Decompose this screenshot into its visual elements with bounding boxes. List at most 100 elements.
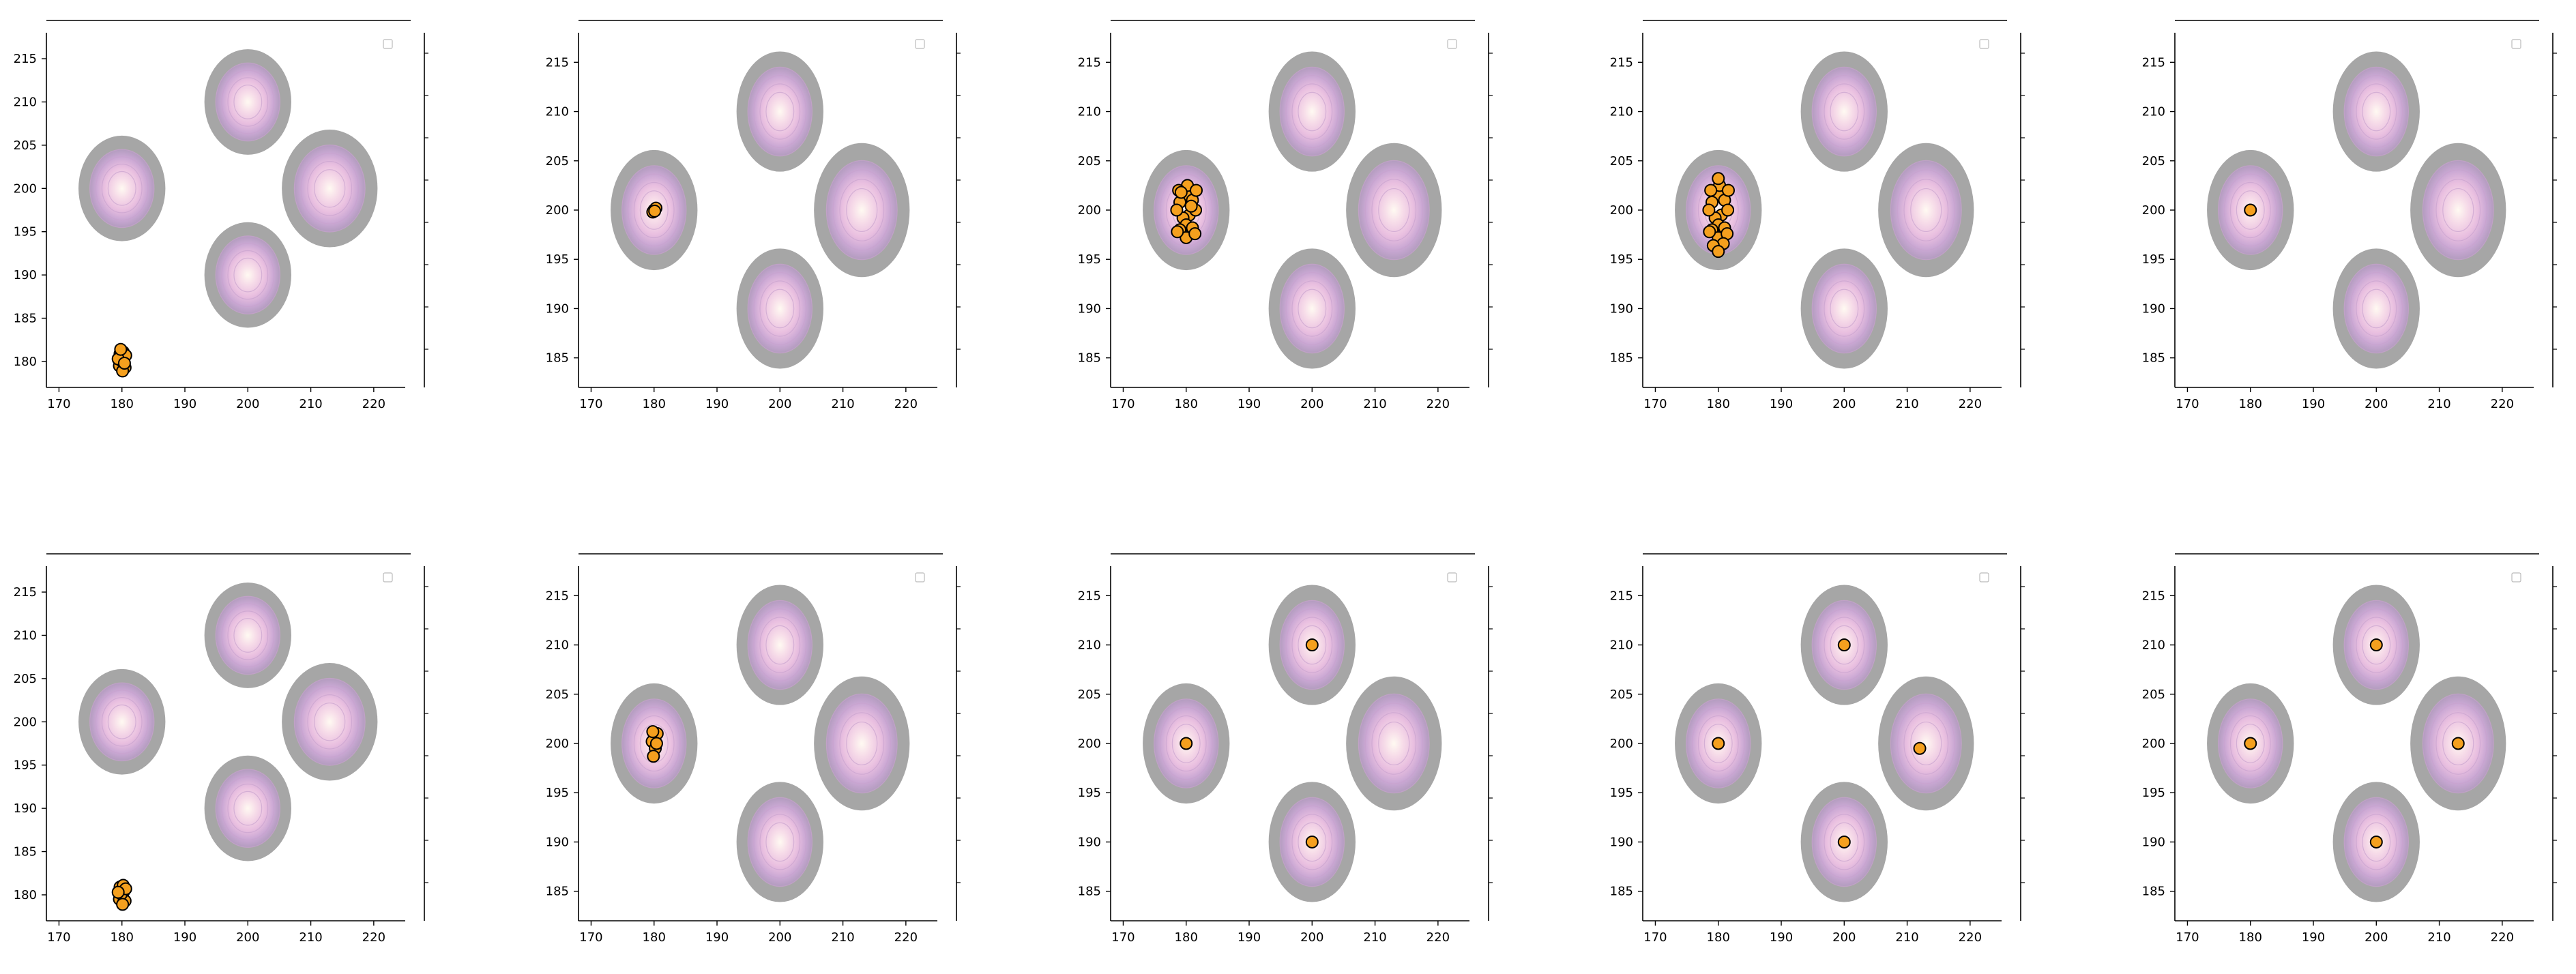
subplot-9: 170 180 190 200 210 220 185 190 195 200 205 210 215 bbox=[1610, 553, 2025, 945]
target-core bbox=[216, 235, 280, 314]
contour-line bbox=[1298, 91, 1327, 132]
contour-line bbox=[1279, 600, 1345, 690]
x-tick-label: 190 bbox=[1770, 930, 1793, 945]
contour-line bbox=[2442, 188, 2474, 233]
agent-point bbox=[1190, 183, 1203, 197]
agent-point bbox=[649, 737, 663, 750]
y-tick-label: 185 bbox=[546, 885, 569, 899]
contour-line bbox=[89, 149, 155, 228]
contour-line bbox=[759, 280, 801, 337]
contour-line bbox=[2429, 169, 2487, 251]
contour-line bbox=[1285, 75, 1339, 149]
y-tick-label: 205 bbox=[14, 672, 37, 686]
target-glow bbox=[204, 222, 291, 328]
contour-line bbox=[753, 805, 807, 879]
contour-line bbox=[639, 190, 669, 230]
subplot-7: 170 180 190 200 210 220 185 190 195 200 205 210 215 bbox=[546, 553, 961, 945]
contour-line bbox=[2350, 805, 2403, 879]
contour-line bbox=[2435, 179, 2481, 241]
x-tick-label: 200 bbox=[2365, 930, 2388, 945]
y-tick-label: 185 bbox=[2142, 885, 2165, 899]
contour-line bbox=[1897, 703, 1955, 784]
x-tick-label: 170 bbox=[1643, 930, 1667, 945]
agent-point bbox=[2244, 203, 2257, 217]
contour-line bbox=[1154, 165, 1219, 255]
x-tick-label: 210 bbox=[299, 397, 322, 411]
y-tick-label: 215 bbox=[546, 55, 569, 70]
contour-line bbox=[2356, 814, 2397, 870]
x-tick-label: 220 bbox=[894, 930, 918, 945]
x-tick-label: 200 bbox=[768, 397, 791, 411]
contour-line bbox=[221, 243, 275, 308]
contour-line bbox=[1279, 66, 1345, 157]
agent-point bbox=[1837, 638, 1851, 652]
y-tick-label: 215 bbox=[1078, 589, 1101, 603]
contour-line bbox=[846, 721, 878, 766]
contour-line bbox=[1279, 263, 1345, 354]
y-tick-label: 200 bbox=[1610, 737, 1633, 751]
contour-line bbox=[633, 181, 675, 239]
agent-point bbox=[647, 750, 660, 763]
contour-line bbox=[1817, 75, 1871, 149]
contour-line bbox=[307, 694, 353, 750]
target-core bbox=[748, 67, 813, 156]
y-tick-label: 200 bbox=[546, 737, 569, 751]
y-tick-label: 215 bbox=[14, 585, 37, 600]
agent-point bbox=[111, 885, 125, 899]
legend-box bbox=[2511, 39, 2521, 49]
agent-point bbox=[1837, 835, 1851, 848]
y-tick-label: 215 bbox=[2142, 589, 2165, 603]
contour-line bbox=[1830, 289, 1859, 329]
y-tick-label: 215 bbox=[2142, 55, 2165, 70]
contour-line bbox=[233, 791, 263, 826]
contour-line bbox=[300, 152, 359, 224]
x-tick-label: 170 bbox=[2176, 397, 2199, 411]
x-tick-label: 210 bbox=[299, 930, 322, 945]
contour-line bbox=[765, 289, 795, 329]
target-glow bbox=[204, 755, 291, 861]
agent-point bbox=[1712, 737, 1725, 750]
contour-line bbox=[293, 144, 366, 233]
legend-box bbox=[915, 572, 925, 582]
x-tick-label: 200 bbox=[1832, 397, 1856, 411]
x-tick-label: 190 bbox=[1238, 397, 1261, 411]
contour-line bbox=[1159, 707, 1213, 780]
contour-line bbox=[1298, 625, 1327, 665]
y-tick-label: 200 bbox=[2142, 737, 2165, 751]
target-glow bbox=[814, 143, 910, 278]
y-tick-label: 200 bbox=[1078, 203, 1101, 218]
y-tick-label: 185 bbox=[14, 312, 37, 326]
contour-line bbox=[1817, 608, 1871, 682]
y-tick-label: 210 bbox=[2142, 638, 2165, 653]
x-tick-label: 170 bbox=[1643, 397, 1667, 411]
contour-line bbox=[1691, 707, 1745, 780]
y-tick-label: 215 bbox=[546, 589, 569, 603]
contour-line bbox=[2429, 703, 2487, 784]
y-tick-label: 190 bbox=[2142, 301, 2165, 316]
contour-line bbox=[233, 618, 263, 653]
y-tick-label: 195 bbox=[546, 786, 569, 800]
contour-line bbox=[1291, 83, 1333, 140]
contour-line bbox=[1686, 698, 1751, 788]
y-tick-label: 190 bbox=[546, 301, 569, 316]
contour-line bbox=[95, 156, 149, 221]
y-tick-label: 190 bbox=[1610, 835, 1633, 849]
contour-line bbox=[2422, 160, 2494, 261]
contour-line bbox=[2356, 617, 2397, 673]
y-tick-label: 190 bbox=[1078, 301, 1101, 316]
contour-line bbox=[107, 704, 136, 739]
x-tick-label: 190 bbox=[1238, 930, 1261, 945]
x-tick-label: 200 bbox=[2365, 397, 2388, 411]
contour-line bbox=[753, 608, 807, 682]
contour-line bbox=[1817, 805, 1871, 879]
y-tick-label: 195 bbox=[546, 252, 569, 267]
contour-line bbox=[1364, 169, 1423, 251]
y-tick-label: 190 bbox=[14, 801, 37, 816]
x-tick-label: 220 bbox=[1426, 930, 1450, 945]
legend-box bbox=[1979, 39, 1989, 49]
y-tick-label: 200 bbox=[1078, 737, 1101, 751]
agent-point bbox=[1703, 225, 1716, 239]
x-tick-label: 220 bbox=[1959, 930, 1982, 945]
contour-line bbox=[2229, 715, 2271, 772]
